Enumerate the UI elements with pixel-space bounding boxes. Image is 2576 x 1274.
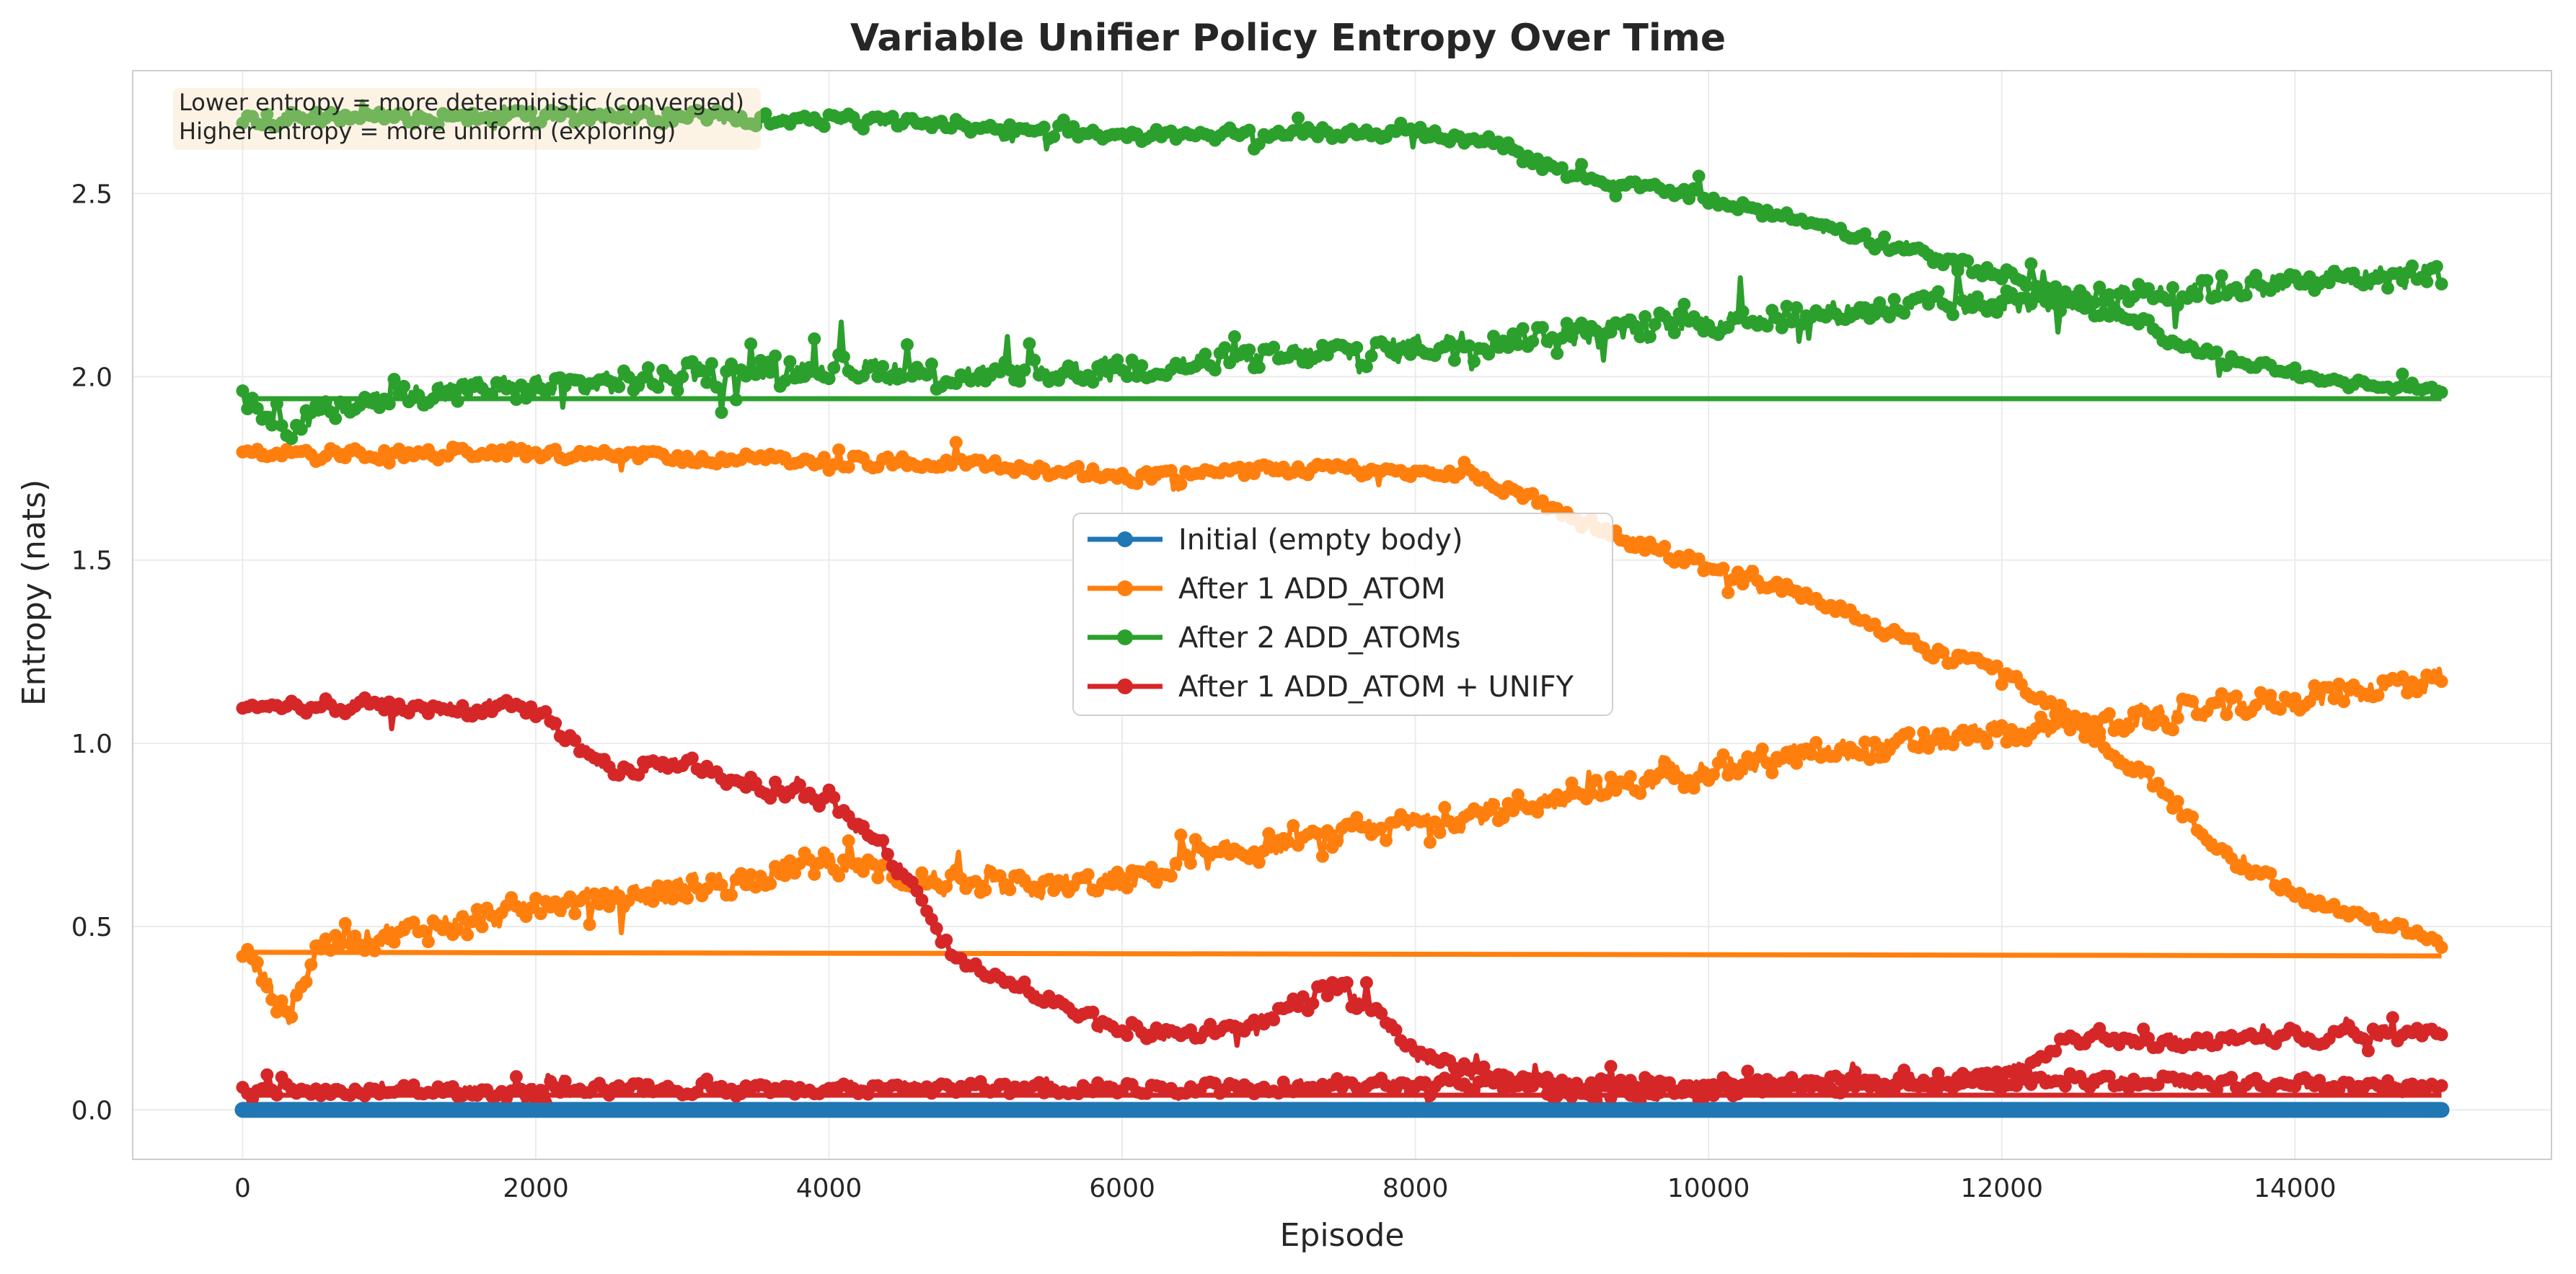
x-tick-label: 14000 (2254, 1174, 2337, 1203)
x-tick-label: 12000 (1960, 1174, 2043, 1203)
series-1-flat-line (242, 950, 2442, 959)
y-tick-label: 0.0 (71, 1096, 113, 1125)
series-1-upper (236, 435, 2448, 955)
legend: Initial (empty body) After 1 ADD_ATOM Afte… (1072, 513, 1613, 716)
y-tick-label: 1.0 (71, 730, 113, 759)
y-tick-label: 1.5 (71, 547, 113, 576)
annotation-line-2: Higher entropy = more uniform (exploring… (179, 118, 676, 145)
legend-swatch-marker (1117, 629, 1133, 645)
annotation-line-1: Lower entropy = more deterministic (conv… (179, 89, 744, 116)
x-tick-label: 6000 (1089, 1174, 1155, 1203)
annotation-box: Lower entropy = more deterministic (conv… (173, 88, 761, 150)
x-tick-label: 4000 (796, 1174, 863, 1203)
legend-swatch-marker (1117, 531, 1133, 547)
x-tick-label: 2000 (503, 1174, 569, 1203)
series-1-lower (236, 666, 2448, 1025)
series-2-upper (236, 99, 2448, 401)
y-tick-label: 2.0 (71, 363, 113, 393)
x-tick-label: 8000 (1382, 1174, 1449, 1203)
legend-label: After 1 ADD_ATOM (1178, 572, 1446, 606)
y-tick-label: 0.5 (71, 913, 113, 942)
legend-label: After 2 ADD_ATOMs (1178, 621, 1460, 655)
series-1-lower-line (240, 666, 2444, 1025)
series-layer (234, 99, 2450, 1118)
legend-label: Initial (empty body) (1178, 523, 1463, 557)
x-axis-label: Episode (1280, 1217, 1405, 1254)
legend-swatch-marker (1117, 580, 1133, 596)
legend-label: After 1 ADD_ATOM + UNIFY (1178, 671, 1574, 704)
y-axis-label: Entropy (nats) (16, 479, 53, 706)
legend-swatch-marker (1117, 678, 1133, 694)
y-tick-label: 2.5 (71, 180, 113, 209)
x-tick-label: 10000 (1667, 1174, 1750, 1203)
x-tick-label: 0 (234, 1174, 251, 1203)
chart-title: Variable Unifier Policy Entropy Over Tim… (850, 17, 1726, 60)
